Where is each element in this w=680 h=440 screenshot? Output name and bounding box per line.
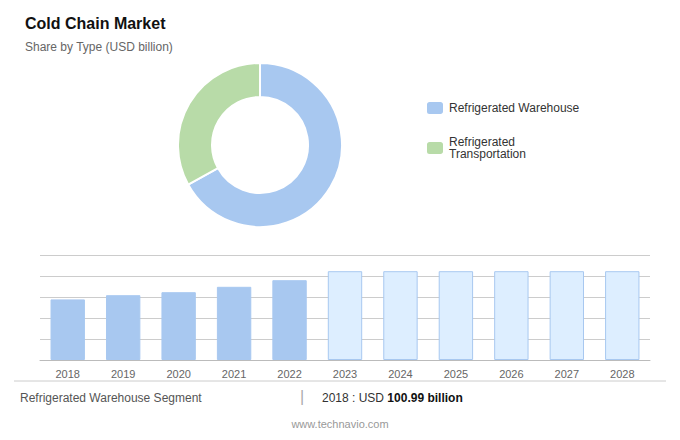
svg-text:Transportation: Transportation	[449, 147, 526, 161]
svg-text:Refrigerated: Refrigerated	[449, 135, 515, 149]
svg-text:100.99 billion: 100.99 billion	[387, 391, 462, 405]
svg-text:Refrigerated Warehouse: Refrigerated Warehouse	[449, 101, 580, 115]
svg-text:2026: 2026	[499, 368, 523, 380]
svg-text:2024: 2024	[388, 368, 412, 380]
svg-text:www.technavio.com: www.technavio.com	[290, 418, 388, 430]
svg-text:2025: 2025	[444, 368, 468, 380]
svg-text:Cold Chain Market: Cold Chain Market	[25, 15, 166, 32]
svg-text:Share by Type (USD billion): Share by Type (USD billion)	[25, 40, 173, 54]
svg-text:2028: 2028	[610, 368, 634, 380]
svg-text:2020: 2020	[166, 368, 190, 380]
svg-text:2018: 2018	[55, 368, 79, 380]
svg-text:2018 : USD: 2018 : USD	[322, 391, 387, 405]
svg-text:2021: 2021	[222, 368, 246, 380]
svg-text:2027: 2027	[555, 368, 579, 380]
svg-text:Refrigerated Warehouse Segment: Refrigerated Warehouse Segment	[20, 391, 202, 405]
svg-text:2022: 2022	[277, 368, 301, 380]
svg-text:2019: 2019	[111, 368, 135, 380]
svg-text:2023: 2023	[333, 368, 357, 380]
svg-text:|: |	[300, 388, 304, 405]
